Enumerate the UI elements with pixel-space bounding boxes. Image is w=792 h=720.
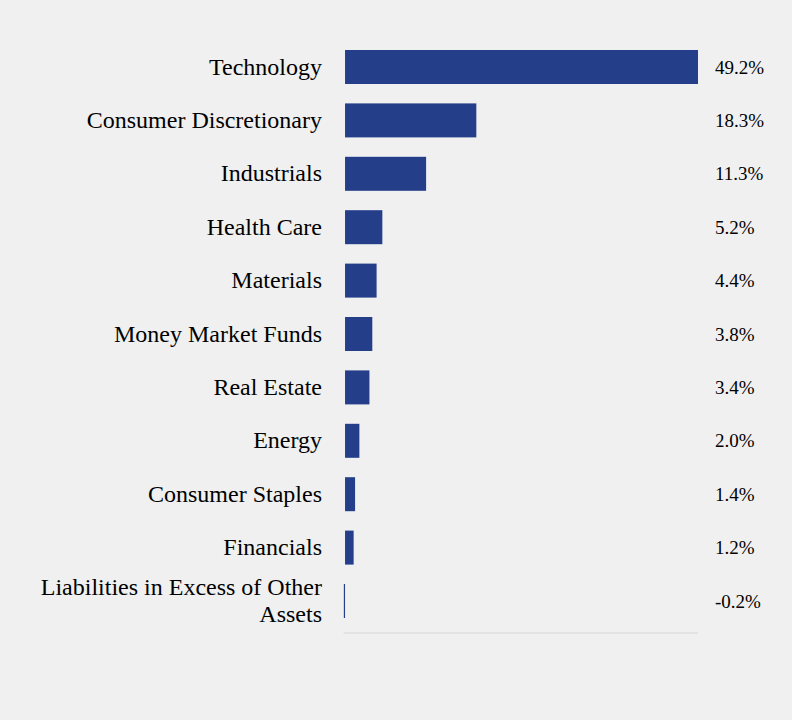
category-label: Technology: [209, 54, 322, 81]
data-label: 3.4%: [715, 377, 755, 398]
category-label: Liabilities in Excess of Other Assets: [0, 574, 322, 628]
category-cell: Health Care: [0, 197, 322, 257]
bar: [345, 157, 426, 191]
bar: [345, 103, 476, 137]
category-cell: Consumer Discretionary: [0, 90, 322, 150]
data-label: 5.2%: [715, 217, 755, 238]
bar: [345, 210, 382, 244]
bar: [344, 584, 345, 618]
data-label: 11.3%: [715, 163, 764, 184]
data-label: 3.8%: [715, 324, 755, 345]
category-label: Health Care: [207, 214, 322, 241]
bar: [345, 531, 354, 565]
axis-line: [344, 633, 698, 634]
bars: [344, 50, 698, 618]
category-label: Financials: [223, 534, 322, 561]
bar: [345, 477, 355, 511]
category-cell: Energy: [0, 411, 322, 471]
category-cell: Money Market Funds: [0, 304, 322, 364]
data-label: 1.2%: [715, 537, 755, 558]
category-cell: Consumer Staples: [0, 464, 322, 524]
category-label: Industrials: [221, 160, 322, 187]
bar: [345, 264, 377, 298]
bar: [345, 50, 698, 84]
data-label: -0.2%: [715, 591, 761, 612]
data-label: 2.0%: [715, 430, 755, 451]
category-label: Consumer Staples: [148, 481, 322, 508]
category-label: Money Market Funds: [114, 321, 322, 348]
chart: 49.2% 18.3% 11.3% 5.2% 4.4% 3.8% 3.4% 2.0% 1.4% 1…: [0, 0, 792, 720]
data-label: 1.4%: [715, 484, 755, 505]
category-cell: Technology: [0, 37, 322, 97]
category-cell: Financials: [0, 518, 322, 578]
category-cell: Liabilities in Excess of Other Assets: [0, 571, 322, 631]
category-cell: Materials: [0, 251, 322, 311]
category-label: Energy: [253, 427, 322, 454]
data-label: 18.3%: [715, 110, 764, 131]
category-label: Consumer Discretionary: [87, 107, 322, 134]
data-label: 4.4%: [715, 270, 755, 291]
bar: [345, 424, 359, 458]
category-cell: Real Estate: [0, 357, 322, 417]
category-label: Materials: [231, 267, 322, 294]
bar: [345, 317, 372, 351]
bar: [345, 370, 369, 404]
category-cell: Industrials: [0, 144, 322, 204]
category-label: Real Estate: [213, 374, 322, 401]
data-label: 49.2%: [715, 57, 764, 78]
